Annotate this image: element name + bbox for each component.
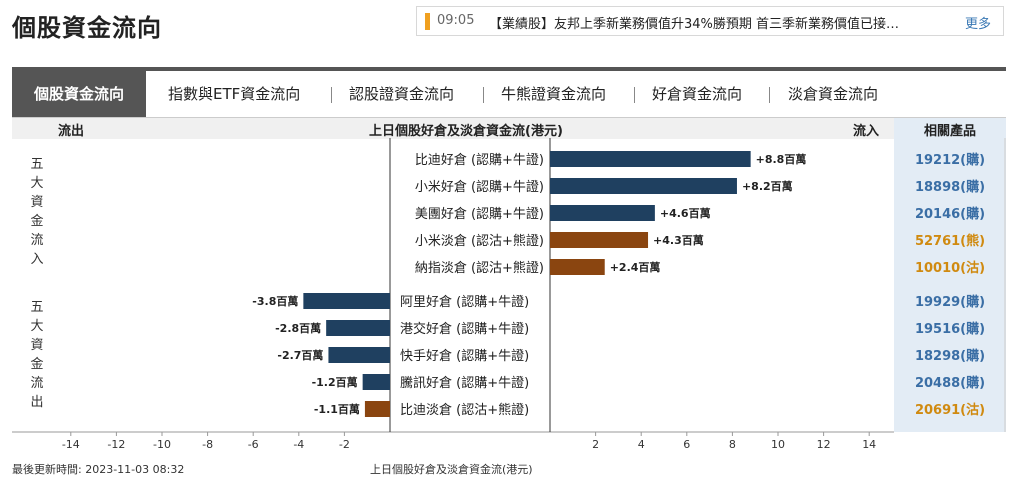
flow-bar [326,320,390,336]
flow-bar [550,151,751,167]
bar-category-label: 比迪好倉 (認購+牛證) [415,152,544,168]
x-tick-label: 2 [592,438,599,451]
bar-category-label: 美團好倉 (認購+牛證) [415,206,544,222]
last-updated: 最後更新時間: 2023-11-03 08:32 [12,463,185,476]
bar-value-label: -3.8百萬 [252,294,298,308]
tab-index-etf-flow[interactable]: 指數與ETF資金流向 [168,85,301,103]
x-tick-label: 4 [638,438,645,451]
bar-value-label: -2.7百萬 [277,348,323,362]
tab-divider [769,87,770,103]
bar-value-label: +8.2百萬 [742,179,793,193]
outflow-header: 流出 [58,124,85,139]
bar-category-label: 快手好倉 (認購+牛證) [400,348,529,364]
bar-category-label: 騰訊好倉 (認購+牛證) [400,375,529,391]
inflow-header: 流入 [853,124,880,139]
products-header: 相關產品 [923,124,976,139]
flow-bar [303,293,390,309]
bar-category-label: 納指淡倉 (認沽+熊證) [415,260,544,276]
inflow-side-label: 五大資金流入 [30,157,44,267]
x-tick-label: -10 [153,438,171,451]
products-column [894,138,1006,432]
flow-bar [328,347,390,363]
bar-category-label: 小米淡倉 (認沽+熊證) [415,233,544,249]
news-marker [425,13,430,30]
bar-value-label: +8.8百萬 [756,152,807,166]
bar-value-label: -1.2百萬 [312,375,358,389]
x-tick-label: 14 [862,438,876,451]
flow-bar [550,259,605,275]
chart-header: 流出 上日個股好倉及淡倉資金流(港元) 流入 [12,117,894,139]
news-more-link[interactable]: 更多 [965,17,992,32]
flow-bar [550,178,737,194]
outflow-side-label: 五大資金流出 [30,300,44,410]
x-tick-label: -8 [202,438,213,451]
x-tick-label: -2 [339,438,350,451]
bar-category-label: 小米好倉 (認購+牛證) [415,179,544,195]
tab-divider [634,87,635,103]
news-time: 09:05 [437,13,475,28]
flow-bar [362,374,390,390]
bar-value-label: +2.4百萬 [610,260,661,274]
tab-bar: 個股資金流向 指數與ETF資金流向 認股證資金流向 牛熊證資金流向 好倉資金流向… [12,67,1006,121]
flow-bar [550,205,655,221]
bar-value-label: +4.3百萬 [653,233,704,247]
tab-cbbc-flow[interactable]: 牛熊證資金流向 [501,85,607,103]
x-tick-label: 6 [683,438,690,451]
tab-divider [483,87,484,103]
news-ticker[interactable]: 09:05 【業績股】友邦上季新業務價值升34%勝預期 首三季新業務價值已接… … [416,6,1004,36]
x-tick-label: -4 [293,438,304,451]
bar-category-label: 港交好倉 (認購+牛證) [400,321,529,337]
x-tick-label: 8 [729,438,736,451]
tab-stock-flow[interactable]: 個股資金流向 [12,71,146,117]
page-title: 個股資金流向 [12,14,162,42]
flow-bar [364,401,390,417]
x-tick-label: -6 [248,438,259,451]
products-header-cell: 相關產品 [894,117,1006,139]
flow-bar [550,232,649,248]
news-headline[interactable]: 【業績股】友邦上季新業務價值升34%勝預期 首三季新業務價值已接… [489,17,900,32]
bar-value-label: +4.6百萬 [660,206,711,220]
bar-category-label: 比迪淡倉 (認沽+熊證) [400,402,529,418]
tab-warrant-flow[interactable]: 認股證資金流向 [349,85,455,103]
x-tick-label: -12 [107,438,125,451]
tab-long-flow[interactable]: 好倉資金流向 [652,85,743,103]
x-axis-title: 上日個股好倉及淡倉資金流(港元) [370,463,533,476]
tab-divider [331,87,332,103]
bar-value-label: -2.8百萬 [275,321,321,335]
bar-category-label: 阿里好倉 (認購+牛證) [400,294,529,310]
chart-title: 上日個股好倉及淡倉資金流(港元) [369,124,563,139]
tab-short-flow[interactable]: 淡倉資金流向 [788,85,879,103]
x-tick-label: 10 [771,438,785,451]
x-tick-label: 12 [817,438,831,451]
bar-value-label: -1.1百萬 [314,402,360,416]
x-tick-label: -14 [62,438,80,451]
